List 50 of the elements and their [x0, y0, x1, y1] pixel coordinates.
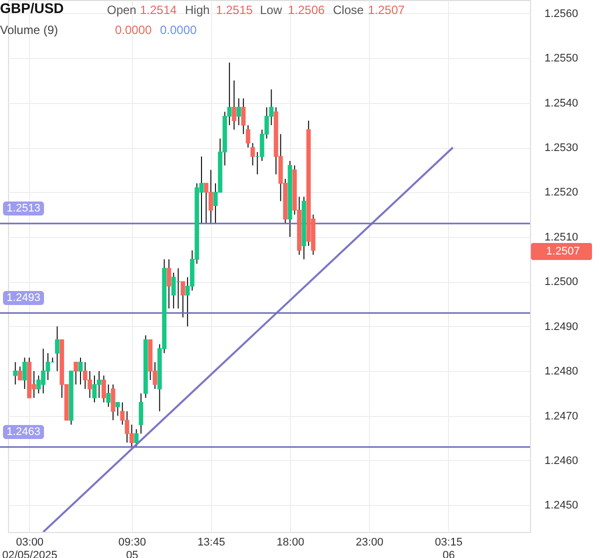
ref-line-label: 1.2463 — [6, 426, 40, 438]
y-tick-label: 1.2490 — [544, 320, 578, 333]
candlestick — [129, 424, 134, 448]
candlestick — [22, 357, 27, 390]
candlestick — [166, 258, 172, 309]
annotation: 1.2506 — [288, 3, 326, 17]
candlestick — [171, 272, 176, 309]
y-tick-label: 1.2550 — [544, 52, 578, 65]
y-tick-label: 1.2520 — [544, 186, 578, 199]
y-tick-label: 1.2500 — [544, 276, 578, 288]
annotation: 0.0000 — [160, 23, 198, 37]
candlestick — [241, 98, 246, 135]
y-tick-label: 1.2470 — [544, 410, 578, 422]
candlestick — [18, 366, 22, 380]
candlestick — [78, 357, 83, 385]
candlestick — [236, 98, 241, 126]
annotation: High — [185, 3, 210, 17]
annotation: 1.2514 — [140, 3, 178, 17]
y-tick-label: 1.2460 — [544, 454, 578, 467]
candlestick — [13, 362, 18, 385]
y-tick-label: 1.2510 — [544, 231, 578, 244]
x-tick-label: 23:00 — [356, 536, 384, 548]
annotation: Close — [333, 3, 364, 17]
annotation: 1.2507 — [368, 3, 406, 17]
annotation: 0.0000 — [115, 23, 152, 37]
candlestick — [232, 80, 236, 130]
ref-line-label: 1.2493 — [6, 292, 40, 304]
candlestick — [134, 428, 139, 448]
candlestick — [116, 402, 120, 416]
candlestick — [180, 281, 186, 318]
x-tick-label: 18:00 — [276, 536, 304, 548]
y-tick-label: 1.2450 — [544, 500, 578, 512]
candlestick — [102, 375, 106, 403]
candlestick — [110, 384, 116, 421]
candlestick — [96, 370, 102, 398]
chart-title: GBP/USD — [0, 0, 64, 16]
annotation: Volume (9) — [0, 23, 58, 37]
x-tick-label: 13:45 — [198, 536, 226, 548]
y-tick-label: 1.2480 — [544, 366, 578, 378]
candlestick — [138, 392, 144, 434]
annotation: Low — [260, 3, 282, 17]
candlestick — [55, 326, 60, 372]
annotation: Open — [107, 3, 136, 17]
y-tick-label: 1.2540 — [544, 97, 578, 110]
text: 1.2507 — [546, 246, 580, 258]
candlestick — [74, 362, 78, 385]
y-tick-label: 1.2530 — [544, 142, 578, 154]
y-tick-label: 1.2560 — [544, 8, 578, 20]
ref-line-label: 1.2513 — [6, 202, 40, 215]
annotation: 1.2515 — [216, 3, 254, 17]
